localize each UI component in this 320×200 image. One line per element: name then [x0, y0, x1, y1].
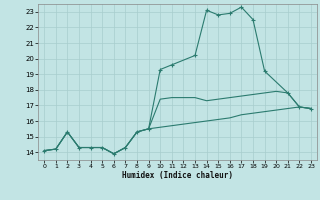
X-axis label: Humidex (Indice chaleur): Humidex (Indice chaleur): [122, 171, 233, 180]
